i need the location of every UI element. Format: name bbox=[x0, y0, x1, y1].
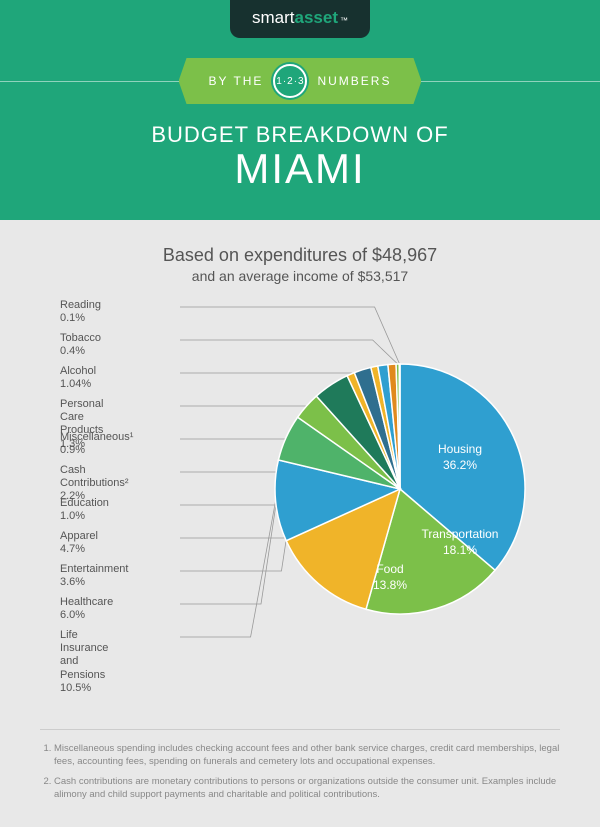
footnote-2: Cash contributions are monetary contribu… bbox=[54, 775, 560, 802]
ribbon-badge: 1·2·3 bbox=[273, 64, 307, 98]
chart-area: Reading0.1%Tobacco0.4%Alcohol1.04%Person… bbox=[40, 299, 560, 719]
legend-item: Reading0.1% bbox=[60, 299, 101, 325]
leader-line bbox=[180, 501, 276, 637]
ribbon-body: BY THE 1·2·3 NUMBERS bbox=[179, 58, 422, 104]
pie-slice bbox=[399, 364, 400, 489]
legend-item: Entertainment3.6% bbox=[60, 563, 128, 589]
ribbon: BY THE 1·2·3 NUMBERS bbox=[0, 58, 600, 104]
footnote-1: Miscellaneous spending includes checking… bbox=[54, 742, 560, 769]
subtitle-sub: and an average income of $53,517 bbox=[40, 268, 560, 284]
footnotes: Miscellaneous spending includes checking… bbox=[40, 729, 560, 801]
ribbon-right: NUMBERS bbox=[317, 74, 391, 88]
legend-item: Healthcare6.0% bbox=[60, 596, 113, 622]
logo-part2: asset bbox=[295, 8, 338, 28]
title-line2: MIAMI bbox=[0, 148, 600, 190]
logo-wrap: smartasset™ bbox=[0, 0, 600, 38]
legend-item: Life Insurance and Pensions10.5% bbox=[60, 629, 108, 695]
legend-item: Education1.0% bbox=[60, 497, 109, 523]
subtitle-main: Based on expenditures of $48,967 bbox=[40, 245, 560, 266]
legend-item: Alcohol1.04% bbox=[60, 365, 96, 391]
legend-item: Tobacco0.4% bbox=[60, 332, 101, 358]
slice-label: Housing36.2% bbox=[415, 442, 505, 473]
slice-label: Food13.8% bbox=[345, 562, 435, 593]
leader-line bbox=[180, 307, 400, 364]
logo-part1: smart bbox=[252, 8, 295, 28]
brand-logo: smartasset™ bbox=[230, 0, 370, 38]
ribbon-left: BY THE bbox=[209, 74, 264, 88]
logo-tm: ™ bbox=[340, 16, 348, 25]
slice-label: Transportation18.1% bbox=[415, 527, 505, 558]
title-block: BUDGET BREAKDOWN OF MIAMI bbox=[0, 122, 600, 190]
legend-item: Apparel4.7% bbox=[60, 530, 98, 556]
content: Based on expenditures of $48,967 and an … bbox=[0, 220, 600, 827]
legend-item: Miscellaneous¹0.9% bbox=[60, 431, 133, 457]
header: smartasset™ BY THE 1·2·3 NUMBERS BUDGET … bbox=[0, 0, 600, 220]
subtitle: Based on expenditures of $48,967 and an … bbox=[40, 245, 560, 284]
